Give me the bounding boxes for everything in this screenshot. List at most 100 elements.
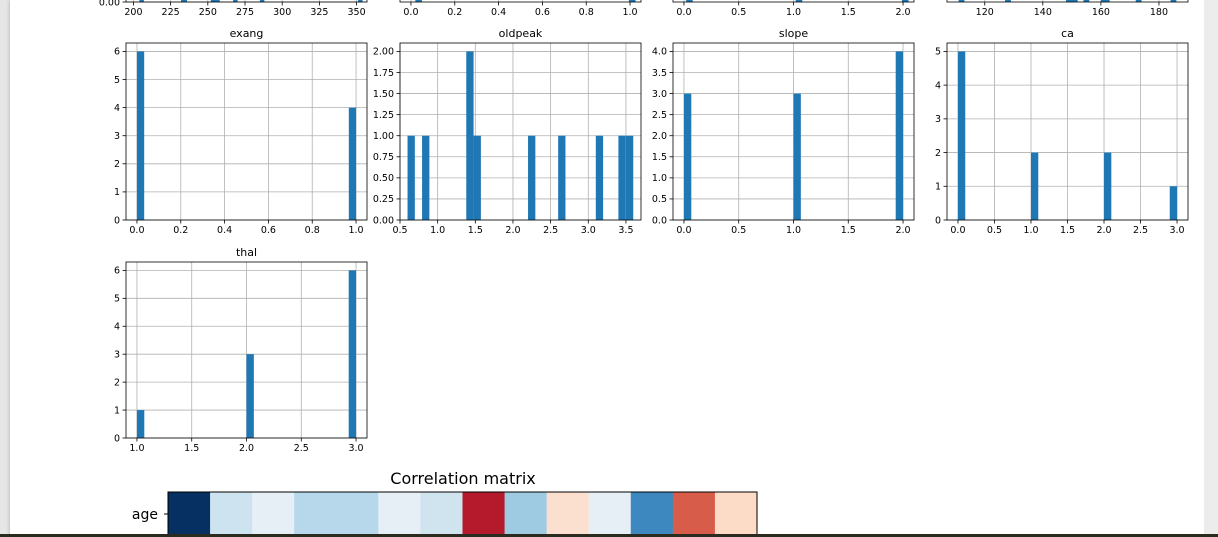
histogram-bar	[415, 0, 422, 3]
histogram-bar	[795, 0, 803, 3]
hist-oldpeak: 0.5 1.0 1.5 2.0 2.5 3.0 3.5 0.00 0.25 0.50 0.75 1.0…	[373, 27, 642, 236]
x-tick-label: 225	[162, 7, 180, 18]
x-tick-label: 0.5	[731, 7, 746, 18]
subplot-title: oldpeak	[499, 27, 543, 40]
heatmap-title: Correlation matrix	[390, 469, 535, 488]
histogram-bar	[895, 51, 904, 220]
x-tick-label: 0.5	[731, 225, 746, 236]
histogram-bar	[957, 51, 966, 220]
x-tick-label: 1.5	[1060, 225, 1075, 236]
histogram-bar	[1005, 0, 1011, 3]
y-tick-label: 1.50	[373, 89, 394, 100]
bottom-bar	[0, 534, 1218, 537]
axes-frame	[125, 42, 368, 221]
x-tick-label: 2.0	[505, 225, 520, 236]
hist-partial-2: 0.0 0.2 0.4 0.6 0.8 1.0	[399, 0, 642, 18]
y-tick-label: 0.75	[373, 152, 394, 163]
heatmap-cell	[210, 492, 253, 537]
heatmap-cell	[378, 492, 422, 537]
y-tick-label: 2.5	[652, 110, 667, 121]
axes-frame	[399, 0, 642, 3]
x-tick-label: 2.0	[895, 225, 910, 236]
heatmap-cell	[462, 492, 506, 537]
subplot-title: thal	[236, 246, 257, 259]
histogram-bar	[1100, 0, 1110, 3]
histogram-bar	[1030, 152, 1039, 220]
heatmap-row-label: age	[132, 507, 158, 523]
x-tick-label: 3.0	[581, 225, 596, 236]
hist-ca: 0.0 0.5 1.0 1.5 2.0 2.5 3.0 0 1 2 3 4 5 ca	[935, 27, 1189, 236]
y-tick-label: 5	[114, 75, 120, 86]
histogram-bar	[1170, 0, 1177, 3]
axes-frame	[125, 0, 368, 3]
x-tick-label: 140	[1034, 7, 1052, 18]
y-tick-label: 4.0	[652, 47, 667, 58]
y-tick-label: 0.5	[652, 194, 667, 205]
x-tick-label: 0.0	[129, 225, 144, 236]
y-tick-label: 0	[114, 433, 120, 444]
y-tick-label: 3.0	[652, 89, 667, 100]
x-tick-label: 2.5	[294, 443, 309, 454]
histogram-bar	[259, 0, 265, 3]
y-tick-label: 1.75	[373, 68, 394, 79]
x-tick-label: 0.8	[579, 7, 594, 18]
x-tick-label: 1.0	[622, 7, 637, 18]
hist-partial-1: 200 225 250 275 300 325 350 0.00	[99, 0, 368, 18]
hist-thal: 1.0 1.5 2.0 2.5 3.0 0 1 2 3 4 5 6 thal	[114, 246, 368, 454]
histogram-bar	[181, 0, 187, 3]
subplot-title: slope	[779, 27, 808, 40]
histogram-bar	[348, 107, 357, 220]
histogram-bar	[558, 135, 566, 220]
y-tick-label: 1.5	[652, 152, 667, 163]
y-tick-label: 1.00	[373, 131, 394, 142]
x-tick-label: 0.5	[392, 225, 407, 236]
x-tick-label: 0.0	[676, 225, 691, 236]
y-tick-label: 1	[114, 405, 120, 416]
x-tick-label: 120	[976, 7, 994, 18]
x-tick-label: 300	[273, 7, 291, 18]
heatmap-cell	[504, 492, 548, 537]
y-tick-label: 1	[935, 182, 941, 193]
x-tick-label: 1.5	[184, 443, 199, 454]
histogram-bar	[1135, 0, 1142, 3]
histogram-bar	[473, 135, 481, 220]
scrollbar-track[interactable]	[1204, 0, 1218, 537]
y-tick-label: 6	[114, 47, 120, 58]
y-tick-label: 0.25	[373, 194, 394, 205]
histogram-bar	[793, 93, 801, 220]
histogram-bar	[595, 135, 604, 220]
x-tick-label: 1.0	[129, 443, 144, 454]
notebook-output	[10, 0, 1204, 537]
histogram-bar	[210, 0, 220, 3]
hist-partial-4: 120 140 160 180	[946, 0, 1189, 18]
x-tick-label: 3.5	[618, 225, 633, 236]
x-tick-label: 0.2	[173, 225, 188, 236]
y-tick-label: 0	[114, 215, 120, 226]
y-tick-label: 3.5	[652, 68, 667, 79]
histogram-bar	[1169, 186, 1178, 220]
hist-partial-3: 0.0 0.5 1.0 1.5 2.0	[672, 0, 915, 18]
x-tick-label: 200	[124, 7, 142, 18]
y-tick-label: 4	[114, 322, 120, 333]
x-tick-label: 350	[348, 7, 366, 18]
histogram-bar	[407, 135, 415, 220]
y-tick-label: 2	[114, 377, 120, 388]
histogram-bar	[901, 0, 909, 3]
y-tick-label: 0.50	[373, 173, 394, 184]
heatmap-cell	[336, 492, 379, 537]
heatmap-cell	[588, 492, 632, 537]
heatmap-cell	[420, 492, 464, 537]
x-tick-label: 0.0	[676, 7, 691, 18]
x-tick-label: 2.0	[1096, 225, 1111, 236]
histogram-bar	[139, 0, 144, 3]
histogram-bar	[618, 135, 626, 220]
y-tick-label: 0.00	[373, 215, 394, 226]
heatmap-cell	[168, 492, 211, 537]
correlation-heatmap: Correlation matrix age	[132, 469, 758, 537]
hist-slope: 0.0 0.5 1.0 1.5 2.0 0.0 0.5 1.0 1.5 2.0 2.5 3.0 3.5 4…	[652, 27, 915, 236]
y-tick-label: 5	[114, 294, 120, 305]
histogram-bar	[358, 0, 363, 3]
x-tick-label: 160	[1092, 7, 1110, 18]
x-tick-label: 0.6	[535, 7, 550, 18]
